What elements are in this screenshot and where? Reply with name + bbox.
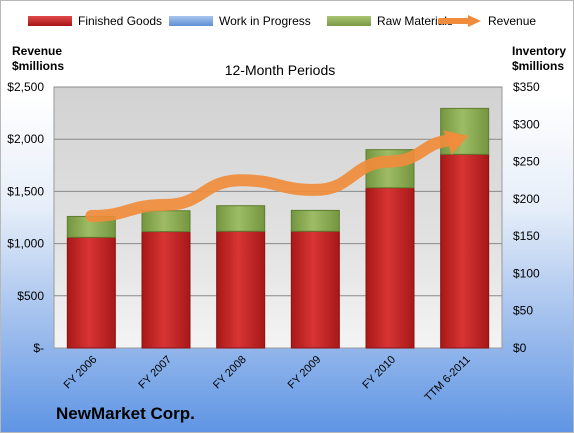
chart-subtitle: 12-Month Periods	[224, 62, 336, 78]
bar-segment-finished-goods	[440, 153, 490, 349]
legend-label-finished-goods: Finished Goods	[78, 14, 163, 28]
left-axis-tick-label: $1,500	[7, 184, 44, 198]
bar-segment-finished-goods	[290, 230, 340, 349]
bar-segment-raw-materials	[440, 107, 490, 155]
bar-segment-finished-goods	[66, 236, 116, 349]
legend-label-revenue: Revenue	[488, 14, 537, 28]
legend-swatch-raw-materials	[327, 16, 371, 26]
x-axis-category-label: FY 2008	[211, 354, 249, 392]
legend-label-raw-materials: Raw Materials	[377, 14, 454, 28]
legend-item-raw-materials: Raw Materials	[327, 14, 453, 28]
left-axis-tick-label: $2,500	[7, 80, 44, 94]
legend-item-work-in-progress: Work in Progress	[169, 14, 311, 28]
right-axis-tick-label: $100	[513, 266, 540, 280]
revenue-line	[85, 134, 462, 223]
bar-segment-raw-materials	[141, 210, 191, 233]
left-axis-tick-label: $1,000	[7, 237, 44, 251]
right-axis-title-line1: Inventory	[512, 44, 567, 58]
x-axis-category-label: TTM 6-2011	[423, 354, 473, 404]
right-axis-tick-label: $200	[513, 192, 540, 206]
x-axis-category-label: FY 2007	[136, 354, 174, 392]
legend-swatch-finished-goods	[28, 16, 72, 26]
left-axis-title: Revenue $millions	[12, 44, 64, 74]
legend-item-finished-goods: Finished Goods	[28, 14, 162, 28]
right-axis-tick-label: $300	[513, 117, 540, 131]
legend-swatch-work-in-progress	[169, 16, 213, 26]
right-axis-title: Inventory $millions	[512, 44, 566, 74]
bar-segment-finished-goods	[141, 231, 191, 349]
left-axis-tick-label: $500	[17, 289, 44, 303]
chart-legend: Finished Goods Work in Progress Raw Mate…	[0, 14, 574, 34]
revenue-arrowhead	[443, 130, 469, 155]
bar-segment-finished-goods	[216, 230, 266, 349]
left-axis-title-line1: Revenue	[12, 44, 63, 58]
plot-area	[53, 86, 503, 349]
legend-item-revenue: Revenue	[438, 14, 536, 28]
right-axis-tick-label: $250	[513, 155, 540, 169]
right-axis-tick-label: $150	[513, 229, 540, 243]
x-axis-category-label: FY 2006	[62, 354, 100, 392]
left-axis-title-line2: $millions	[12, 59, 65, 73]
right-axis-title-line2: $millions	[512, 59, 565, 73]
x-axis-category-label: FY 2010	[360, 354, 398, 392]
right-axis-tick-label: $350	[513, 80, 540, 94]
left-axis-tick-label: $2,000	[7, 132, 44, 146]
x-axis-category-label: FY 2009	[286, 354, 324, 392]
legend-swatch-revenue	[438, 15, 481, 27]
right-axis-tick-label: $0	[513, 341, 527, 355]
company-name: NewMarket Corp.	[56, 404, 195, 423]
left-axis-tick-label: $-	[33, 341, 44, 355]
legend-label-work-in-progress: Work in Progress	[219, 14, 311, 28]
bar-segment-raw-materials	[290, 209, 340, 232]
bar-segment-finished-goods	[365, 187, 415, 349]
right-axis-tick-label: $50	[513, 304, 533, 318]
bar-segment-raw-materials	[216, 205, 266, 232]
